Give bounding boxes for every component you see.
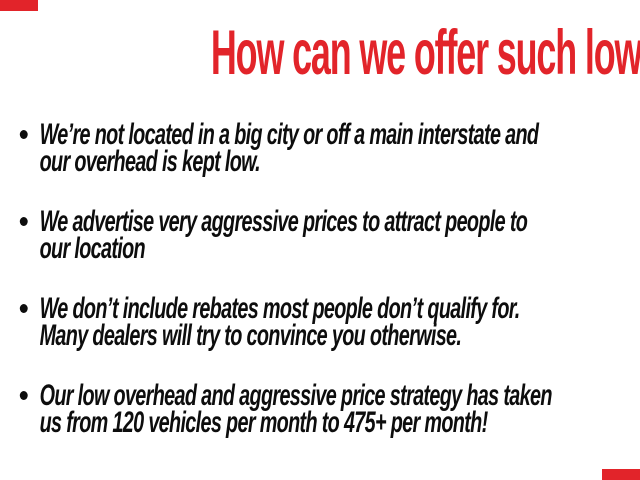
bullet-item: Our low overhead and aggressive price st… [0,379,640,439]
bullet-dot [19,304,28,313]
page-title-text: How can we offer such low prices? [210,18,640,88]
bullet-dot [19,391,28,400]
bullet-item: We don’t include rebates most people don… [0,292,640,352]
bullet-line: our overhead is kept low. [39,145,261,178]
corner-accent-bar-bottom-right [602,469,640,480]
bullet-dot [19,130,28,139]
bullet-list: We’re not located in a big city or off a… [0,118,640,469]
bullet-item: We’re not located in a big city or off a… [0,118,640,178]
bullet-line: us from 120 vehicles per month to 475+ p… [39,406,489,439]
bullet-item: We advertise very aggressive prices to a… [0,205,640,265]
bullet-line: We don’t include rebates most people don… [39,292,521,325]
bullet-line: Many dealers will try to convince you ot… [39,319,462,352]
page-title: How can we offer such low prices? [0,18,640,88]
bullet-line: our location [39,232,146,265]
bullet-dot [19,217,28,226]
corner-accent-bar-top-left [0,0,38,11]
bullet-line: We’re not located in a big city or off a… [39,118,539,151]
bullet-line: We advertise very aggressive prices to a… [39,205,528,238]
bullet-line: Our low overhead and aggressive price st… [39,379,553,412]
